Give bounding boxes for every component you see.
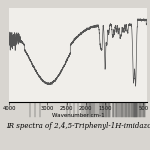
X-axis label: Wavenumber cm-1: Wavenumber cm-1 (52, 112, 104, 118)
Text: IR spectra of 2,4,5-Triphenyl-1H-imidazole (Table 4,: IR spectra of 2,4,5-Triphenyl-1H-imidazo… (6, 122, 150, 129)
